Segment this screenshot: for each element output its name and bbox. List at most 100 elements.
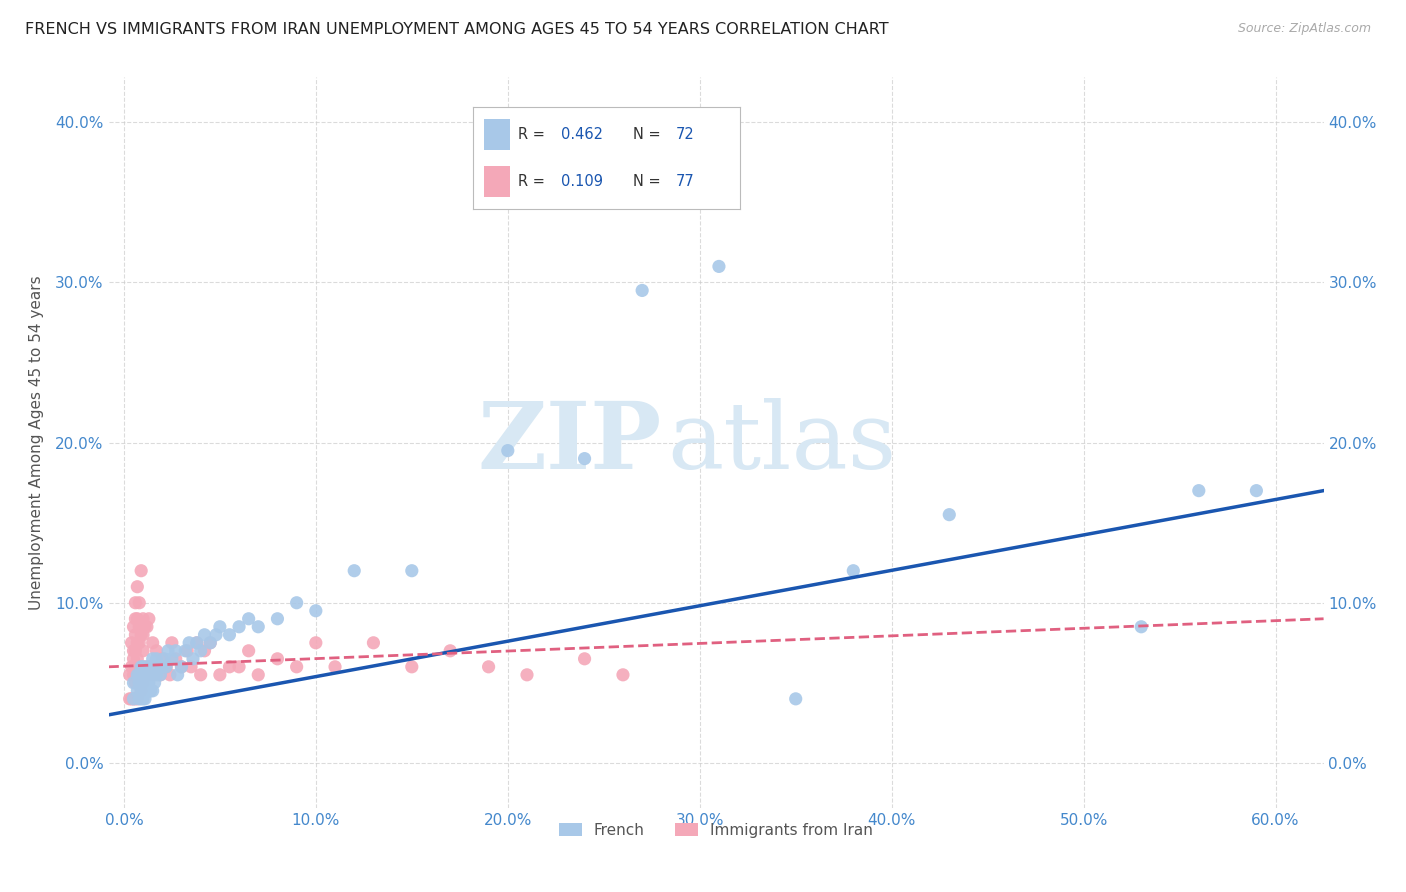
Point (150, 660, 173, 674)
Point (134, 668, 156, 682)
Point (176, 644, 198, 658)
Point (124, 676, 146, 690)
Point (165, 644, 187, 658)
Point (122, 691, 145, 706)
Point (122, 691, 145, 706)
Point (1130, 620, 1153, 634)
Point (127, 652, 149, 666)
Point (128, 636, 150, 650)
Y-axis label: Unemployment Among Ages 45 to 54 years: Unemployment Among Ages 45 to 54 years (30, 276, 44, 610)
Point (128, 660, 150, 674)
Point (200, 636, 222, 650)
Point (122, 668, 145, 682)
Point (149, 668, 172, 682)
Point (129, 691, 152, 706)
Point (132, 683, 155, 698)
Legend: French, Immigrants from Iran: French, Immigrants from Iran (553, 817, 880, 844)
Point (574, 652, 596, 666)
Point (180, 660, 202, 674)
Point (122, 644, 145, 658)
Point (612, 668, 634, 682)
Point (139, 683, 162, 698)
Point (165, 652, 187, 666)
Point (135, 660, 157, 674)
Point (124, 596, 146, 610)
Point (842, 564, 865, 578)
Point (124, 628, 146, 642)
Point (135, 620, 157, 634)
Point (145, 644, 167, 658)
Point (228, 660, 250, 674)
Point (134, 620, 156, 634)
Point (138, 660, 160, 674)
Point (150, 652, 173, 666)
Point (128, 596, 150, 610)
Point (205, 628, 228, 642)
Point (132, 628, 155, 642)
Point (139, 660, 162, 674)
Point (139, 660, 162, 674)
Point (478, 660, 501, 674)
Point (285, 596, 308, 610)
Point (238, 612, 260, 626)
Point (128, 620, 150, 634)
Point (323, 660, 346, 674)
Point (157, 644, 180, 658)
Point (127, 668, 149, 682)
Point (124, 660, 146, 674)
Point (132, 644, 155, 658)
Point (516, 668, 538, 682)
Point (127, 668, 149, 682)
Point (1246, 483, 1268, 498)
Text: FRENCH VS IMMIGRANTS FROM IRAN UNEMPLOYMENT AMONG AGES 45 TO 54 YEARS CORRELATIO: FRENCH VS IMMIGRANTS FROM IRAN UNEMPLOYM… (25, 22, 889, 37)
Point (363, 636, 385, 650)
Point (143, 660, 166, 674)
Point (148, 660, 170, 674)
Point (200, 636, 222, 650)
Point (266, 612, 288, 626)
Point (127, 580, 149, 594)
Point (193, 644, 215, 658)
Point (122, 620, 145, 634)
Point (121, 691, 143, 706)
Point (170, 660, 193, 674)
Point (128, 691, 150, 706)
Point (174, 644, 197, 658)
Point (401, 660, 423, 674)
Point (145, 652, 167, 666)
Point (160, 652, 183, 666)
Point (135, 676, 157, 690)
Point (121, 660, 143, 674)
Point (142, 636, 165, 650)
Point (785, 691, 807, 706)
Point (218, 660, 240, 674)
Point (128, 676, 150, 690)
Point (149, 668, 172, 682)
Point (129, 628, 152, 642)
Point (153, 652, 176, 666)
Point (208, 668, 231, 682)
Point (134, 660, 156, 674)
Point (138, 612, 160, 626)
Point (401, 564, 423, 578)
Point (138, 660, 160, 674)
Point (121, 636, 143, 650)
Point (135, 668, 157, 682)
Point (193, 628, 215, 642)
Point (631, 284, 654, 298)
Point (132, 612, 155, 626)
Point (148, 660, 170, 674)
Point (142, 668, 165, 682)
Point (129, 683, 152, 698)
Point (124, 644, 146, 658)
Point (238, 644, 260, 658)
Point (266, 652, 288, 666)
Point (132, 668, 155, 682)
Point (127, 636, 149, 650)
Point (186, 636, 208, 650)
Point (142, 652, 165, 666)
Point (305, 636, 328, 650)
Point (439, 644, 461, 658)
Point (127, 612, 149, 626)
Point (145, 668, 167, 682)
